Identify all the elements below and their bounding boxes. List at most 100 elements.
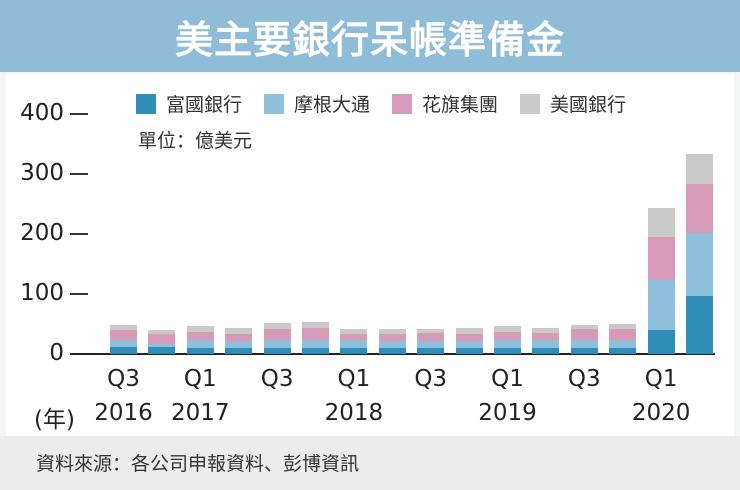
bar-segment xyxy=(647,237,675,281)
y-tick-mark xyxy=(70,173,88,175)
bar-segment xyxy=(186,347,214,354)
bar-segment xyxy=(378,340,406,348)
stacked-bar xyxy=(186,326,214,354)
bar-segment xyxy=(186,340,214,348)
bar-segment xyxy=(340,329,368,334)
x-quarter-label: Q3 xyxy=(260,366,294,392)
stacked-bar xyxy=(340,329,368,354)
bar-segment xyxy=(340,347,368,354)
bar-segment xyxy=(302,322,329,329)
x-year-label: 2018 xyxy=(324,400,384,426)
bar-segment xyxy=(417,329,445,333)
x-quarter-label: Q3 xyxy=(567,366,601,392)
x-axis-line xyxy=(70,353,715,355)
bar-segment xyxy=(570,340,598,348)
bar-segment xyxy=(110,347,137,354)
bar-segment xyxy=(686,184,713,233)
title-bar: 美主要銀行呆帳準備金 xyxy=(0,0,740,72)
legend-item: 富國銀行 xyxy=(136,90,242,117)
bar-segment xyxy=(686,232,713,296)
stacked-bar xyxy=(302,322,329,354)
year-prefix: (年) xyxy=(34,407,75,433)
bar-segment xyxy=(570,347,598,354)
bar-segment xyxy=(110,339,137,348)
stacked-bar xyxy=(110,325,137,354)
bar-segment xyxy=(378,347,406,354)
bar-segment xyxy=(455,347,483,354)
bar-segment xyxy=(110,325,137,330)
bar-segment xyxy=(148,347,176,354)
stacked-bar xyxy=(647,207,675,354)
bar-segment xyxy=(532,339,560,348)
bar-segment xyxy=(148,343,176,348)
bar-segment xyxy=(263,328,291,341)
bar-segment xyxy=(148,330,176,334)
bar-segment xyxy=(609,348,637,354)
bar-segment xyxy=(225,347,253,354)
bar-segment xyxy=(494,325,521,332)
legend-swatch xyxy=(392,93,413,114)
footer: 資料來源：各公司申報資料、彭博資訊 xyxy=(0,436,740,490)
x-year-label: 2020 xyxy=(631,400,691,426)
stacked-bar xyxy=(532,328,560,354)
stacked-bar xyxy=(263,323,291,354)
bar-segment xyxy=(532,333,560,340)
legend-item: 摩根大通 xyxy=(264,90,370,117)
y-tick-mark xyxy=(70,293,88,295)
bar-segment xyxy=(609,324,637,330)
source-note: 資料來源：各公司申報資料、彭博資訊 xyxy=(36,453,360,475)
bar-segment xyxy=(225,328,253,334)
legend-swatch xyxy=(520,93,541,114)
bar-segment xyxy=(570,329,598,341)
bar-segment xyxy=(417,333,445,341)
bar-segment xyxy=(455,333,483,341)
x-year-label: 2017 xyxy=(171,400,230,426)
y-tick-label: 100 xyxy=(20,280,64,306)
legend-label: 富國銀行 xyxy=(166,94,243,116)
bar-segment xyxy=(647,280,675,330)
bar-segment xyxy=(225,341,253,348)
stacked-bar xyxy=(148,330,176,354)
y-tick-mark xyxy=(70,233,88,235)
chart-panel xyxy=(6,74,734,436)
stacked-bar xyxy=(455,328,483,354)
x-quarter-label: Q1 xyxy=(183,366,217,392)
bar-segment xyxy=(686,295,713,354)
legend-label: 花旗集團 xyxy=(422,94,499,116)
stacked-bar xyxy=(378,328,406,354)
y-tick-label: 200 xyxy=(20,220,64,246)
x-quarter-label: Q3 xyxy=(107,366,140,392)
bar-segment xyxy=(110,330,137,340)
bar-segment xyxy=(494,347,521,354)
bar-segment xyxy=(455,328,483,334)
bar-segment xyxy=(340,333,368,341)
stacked-bar xyxy=(417,329,445,354)
bar-segment xyxy=(302,347,329,354)
bar-segment xyxy=(686,154,713,185)
x-quarter-label: Q1 xyxy=(644,366,678,392)
legend-label: 摩根大通 xyxy=(294,94,371,116)
bar-segment xyxy=(340,340,368,348)
bar-segment xyxy=(494,331,521,340)
stacked-bar xyxy=(570,324,598,354)
bar-segment xyxy=(455,340,483,348)
legend-swatch xyxy=(136,93,156,114)
x-quarter-label: Q3 xyxy=(414,366,448,392)
x-year-label: 2016 xyxy=(94,400,153,426)
bar-segment xyxy=(148,333,176,344)
bar-segment xyxy=(186,332,214,341)
bar-segment xyxy=(570,324,598,330)
stacked-bar xyxy=(225,328,253,354)
legend-swatch xyxy=(264,93,285,114)
bar-segment xyxy=(302,339,329,348)
bar-segment xyxy=(532,328,560,333)
bar-segment xyxy=(302,328,329,340)
legend: 富國銀行 摩根大通 花旗集團 美國銀行 xyxy=(136,90,648,117)
x-year-label: 2019 xyxy=(478,400,537,426)
x-quarter-label: Q1 xyxy=(491,366,524,392)
bar-segment xyxy=(378,333,406,341)
bar-segment xyxy=(225,333,253,342)
stacked-bar xyxy=(609,324,637,354)
stacked-bar xyxy=(686,154,713,354)
bar-segment xyxy=(263,340,291,348)
